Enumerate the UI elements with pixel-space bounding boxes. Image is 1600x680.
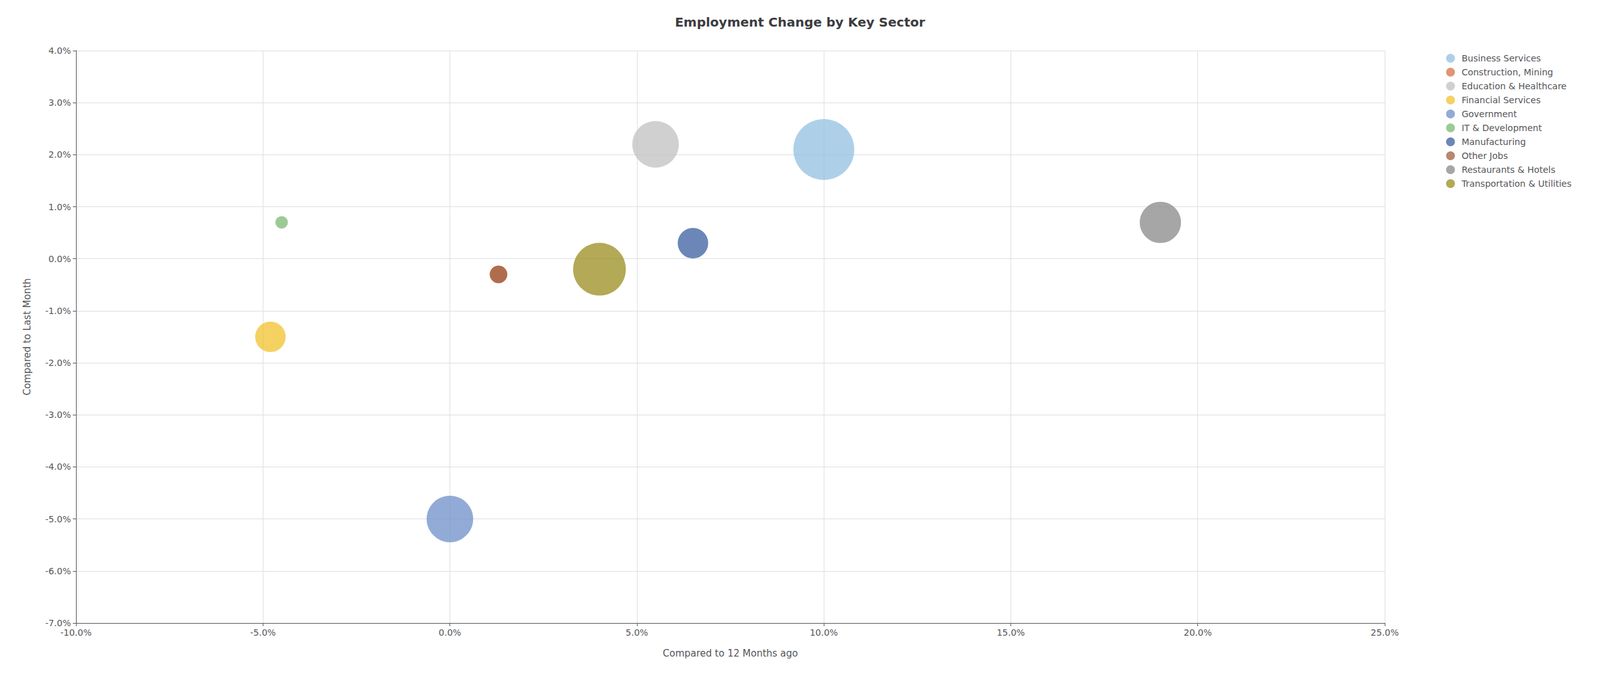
svg-text:Transportation & Utilities: Transportation & Utilities [1460,178,1572,189]
svg-text:25.0%: 25.0% [1370,627,1399,638]
svg-text:3.0%: 3.0% [48,97,71,108]
svg-text:15.0%: 15.0% [996,627,1025,638]
svg-text:-10.0%: -10.0% [60,627,92,638]
svg-text:-5.0%: -5.0% [250,627,277,638]
svg-text:-7.0%: -7.0% [44,617,71,629]
svg-text:Business Services: Business Services [1461,53,1541,64]
svg-text:IT & Development: IT & Development [1461,122,1542,133]
svg-text:Employment Change by Key Secto: Employment Change by Key Sector [674,14,926,30]
svg-text:1.0%: 1.0% [48,201,71,213]
svg-text:2.0%: 2.0% [48,149,71,160]
svg-text:Compared to 12 Months ago: Compared to 12 Months ago [662,647,799,660]
svg-text:4.0%: 4.0% [48,45,71,56]
svg-text:Manufacturing: Manufacturing [1461,136,1526,147]
svg-text:-5.0%: -5.0% [44,514,71,525]
svg-text:20.0%: 20.0% [1183,627,1212,638]
svg-text:-1.0%: -1.0% [44,305,71,316]
svg-text:-2.0%: -2.0% [44,357,71,368]
svg-text:Financial Services: Financial Services [1461,94,1541,106]
svg-text:Construction, Mining: Construction, Mining [1461,67,1554,78]
svg-text:Education & Healthcare: Education & Healthcare [1461,81,1567,92]
svg-text:-4.0%: -4.0% [44,461,71,472]
svg-text:Government: Government [1461,108,1518,120]
svg-text:-6.0%: -6.0% [44,566,71,577]
svg-text:0.0%: 0.0% [438,627,462,638]
svg-text:10.0%: 10.0% [809,627,838,638]
svg-text:Restaurants & Hotels: Restaurants & Hotels [1461,164,1556,175]
svg-text:Compared to Last Month: Compared to Last Month [21,277,33,396]
svg-text:0.0%: 0.0% [48,253,71,265]
svg-text:5.0%: 5.0% [625,627,649,638]
svg-text:Other Jobs: Other Jobs [1461,150,1508,161]
svg-text:-3.0%: -3.0% [44,409,71,420]
